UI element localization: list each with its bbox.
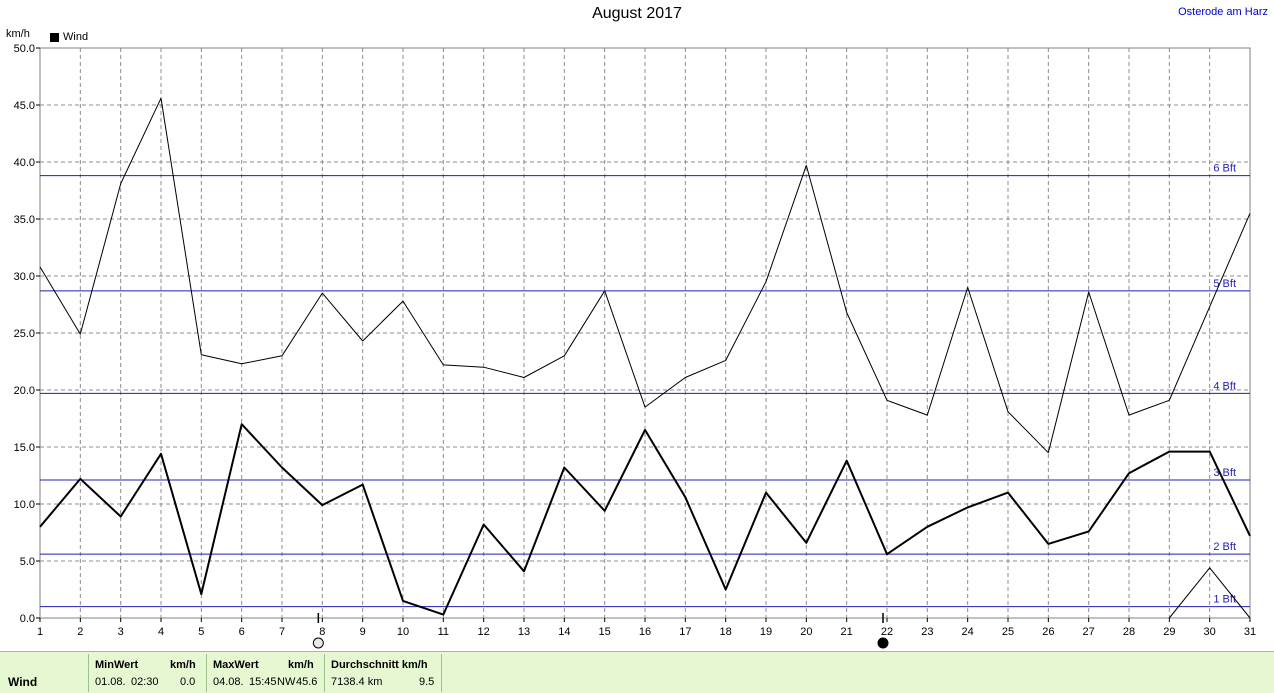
x-tick-label: 18 <box>720 626 732 638</box>
x-tick-label: 11 <box>438 626 449 638</box>
min-unit: km/h <box>170 659 196 671</box>
y-tick-label: 15.0 <box>14 442 35 454</box>
beaufort-label: 6 Bft <box>1213 163 1236 175</box>
x-tick-label: 1 <box>37 626 43 638</box>
x-tick-label: 9 <box>360 626 366 638</box>
x-tick-label: 7 <box>279 626 285 638</box>
x-tick-label: 19 <box>760 626 772 638</box>
max-unit: km/h <box>288 659 314 671</box>
x-tick-label: 22 <box>881 626 893 638</box>
y-tick-label: 45.0 <box>14 100 35 112</box>
max-time: 15:45 <box>249 676 277 688</box>
x-tick-label: 4 <box>158 626 164 638</box>
y-tick-label: 20.0 <box>14 385 35 397</box>
x-tick-label: 21 <box>841 626 853 638</box>
x-tick-label: 12 <box>478 626 490 638</box>
y-tick-label: 35.0 <box>14 214 35 226</box>
series-line <box>1168 567 1251 619</box>
avg-distance: 7138.4 km <box>331 676 383 688</box>
y-tick-label: 10.0 <box>14 499 35 511</box>
stats-footer: Wind MinWert km/h 01.08. 02:30 0.0 MaxWe… <box>0 651 1274 693</box>
footer-divider <box>206 654 207 692</box>
x-tick-label: 16 <box>639 626 651 638</box>
x-tick-label: 25 <box>1002 626 1014 638</box>
min-date: 01.08. <box>95 676 126 688</box>
y-tick-label: 40.0 <box>14 157 35 169</box>
x-tick-label: 27 <box>1083 626 1095 638</box>
x-tick-label: 5 <box>198 626 204 638</box>
series-line <box>39 423 1251 616</box>
x-tick-label: 3 <box>118 626 124 638</box>
legend: Wind <box>50 31 88 43</box>
min-value: 0.0 <box>180 676 196 688</box>
max-value: 45.6 <box>296 676 318 688</box>
x-tick-label: 30 <box>1204 626 1216 638</box>
y-tick-label: 5.0 <box>20 556 35 568</box>
avg-value: 9.5 <box>419 676 435 688</box>
x-tick-label: 24 <box>962 626 974 638</box>
min-header: MinWert <box>95 659 139 671</box>
footer-label: Wind <box>8 675 38 689</box>
x-tick-label: 14 <box>558 626 570 638</box>
x-tick-label: 29 <box>1163 626 1175 638</box>
x-tick-label: 10 <box>397 626 409 638</box>
beaufort-label: 1 Bft <box>1213 594 1236 606</box>
max-header: MaxWert <box>213 659 259 671</box>
new-moon-icon <box>877 637 889 649</box>
series-line <box>1168 213 1251 401</box>
beaufort-label: 5 Bft <box>1213 278 1236 290</box>
x-tick-label: 2 <box>77 626 83 638</box>
max-direction: NW <box>277 676 296 688</box>
x-tick-label: 8 <box>319 626 325 638</box>
x-tick-label: 26 <box>1042 626 1054 638</box>
beaufort-lines: 1 Bft 2 Bft 3 Bft 4 Bft 5 Bft 6 Bft <box>40 163 1250 608</box>
legend-swatch <box>50 32 59 42</box>
series-lines <box>39 97 1251 619</box>
series-line <box>39 97 1170 454</box>
x-tick-label: 6 <box>239 626 245 638</box>
footer-divider <box>324 654 325 692</box>
location-label: Osterode am Harz <box>1178 6 1268 18</box>
x-tick-label: 15 <box>599 626 611 638</box>
chart-title: August 2017 <box>592 5 682 22</box>
y-tick-label: 0.0 <box>20 613 35 625</box>
legend-label: Wind <box>63 31 89 43</box>
moon-phases <box>312 613 889 649</box>
beaufort-label: 3 Bft <box>1213 467 1236 479</box>
x-tick-label: 23 <box>921 626 933 638</box>
footer-divider <box>88 654 89 692</box>
x-tick-label: 31 <box>1244 626 1256 638</box>
y-tick-label: 30.0 <box>14 271 35 283</box>
x-tick-label: 28 <box>1123 626 1135 638</box>
y-tick-label: 25.0 <box>14 328 35 340</box>
y-unit-label: km/h <box>6 28 30 40</box>
avg-header: Durchschnitt km/h <box>331 659 428 671</box>
x-tick-label: 20 <box>800 626 812 638</box>
axes: 0.0 5.0 10.0 15.0 20.0 25.0 30.0 35.0 40.0 45.0 50… <box>14 43 1257 638</box>
full-moon-icon <box>312 637 324 649</box>
footer-divider <box>441 654 442 692</box>
grid <box>39 47 1251 619</box>
beaufort-label: 4 Bft <box>1213 380 1236 392</box>
max-date: 04.08. <box>213 676 244 688</box>
chart-area: 1 Bft 2 Bft 3 Bft 4 Bft 5 Bft 6 Bft 0.0 5.0 10.… <box>14 43 1257 649</box>
x-tick-label: 13 <box>518 626 530 638</box>
x-tick-label: 17 <box>679 626 691 638</box>
beaufort-label: 2 Bft <box>1213 541 1236 553</box>
y-tick-label: 50.0 <box>14 43 35 55</box>
min-time: 02:30 <box>131 676 159 688</box>
